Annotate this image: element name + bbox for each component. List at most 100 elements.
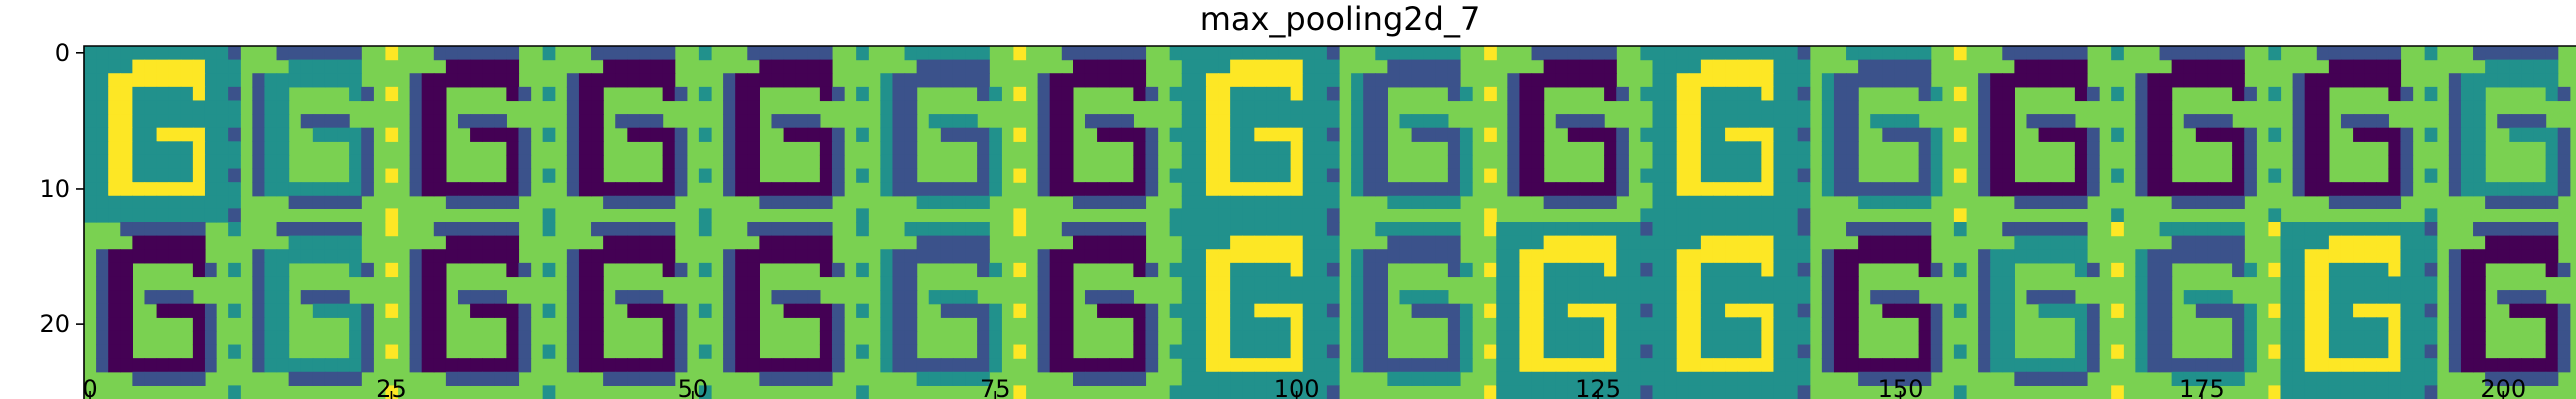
heatmap-cell xyxy=(2316,114,2330,129)
heatmap-cell xyxy=(662,249,676,264)
heatmap-cell xyxy=(2268,303,2282,318)
heatmap-cell xyxy=(2304,222,2318,237)
heatmap-cell xyxy=(288,371,302,386)
heatmap-cell xyxy=(2220,59,2233,74)
heatmap-cell xyxy=(2448,141,2462,156)
heatmap-cell xyxy=(1846,73,1859,88)
heatmap-cell xyxy=(2509,290,2523,305)
heatmap-cell xyxy=(1302,303,1316,318)
heatmap-cell xyxy=(1592,330,1605,346)
heatmap-cell xyxy=(2147,168,2161,183)
heatmap-cell xyxy=(1918,330,1932,346)
heatmap-cell xyxy=(1435,371,1449,386)
heatmap-cell xyxy=(1797,330,1811,346)
heatmap-cell xyxy=(759,358,773,373)
heatmap-cell xyxy=(1712,385,1726,399)
heatmap-cell xyxy=(1882,371,1896,386)
heatmap-cell xyxy=(627,114,641,129)
heatmap-cell xyxy=(1773,182,1787,197)
heatmap-cell xyxy=(2448,249,2462,264)
heatmap-cell xyxy=(831,86,845,102)
heatmap-cell xyxy=(252,182,266,197)
heatmap-cell xyxy=(361,168,374,183)
heatmap-cell xyxy=(156,46,170,61)
heatmap-cell xyxy=(433,154,447,170)
heatmap-cell xyxy=(2014,182,2028,197)
heatmap-cell xyxy=(132,249,146,264)
heatmap-cell xyxy=(1676,344,1690,359)
heatmap-cell xyxy=(1797,195,1811,209)
heatmap-cell xyxy=(2364,182,2377,197)
heatmap-cell xyxy=(2388,276,2402,291)
heatmap-cell xyxy=(1049,276,1063,291)
heatmap-cell xyxy=(1676,222,1690,237)
heatmap-cell xyxy=(662,182,676,197)
heatmap-cell xyxy=(615,195,628,209)
heatmap-cell xyxy=(2473,168,2486,183)
heatmap-cell xyxy=(1761,276,1775,291)
heatmap-cell xyxy=(1579,371,1593,386)
heatmap-cell xyxy=(204,168,217,183)
heatmap-cell xyxy=(96,168,109,183)
heatmap-cell xyxy=(650,59,664,74)
heatmap-cell xyxy=(132,59,146,74)
heatmap-cell xyxy=(977,59,990,74)
heatmap-cell xyxy=(2183,46,2197,61)
heatmap-cell xyxy=(1712,195,1726,209)
heatmap-cell xyxy=(2304,262,2318,278)
heatmap-cell xyxy=(1990,154,2003,170)
heatmap-cell xyxy=(2244,330,2257,346)
heatmap-cell xyxy=(1084,358,1098,373)
heatmap-cell xyxy=(1218,371,1231,386)
heatmap-cell xyxy=(1302,195,1316,209)
heatmap-cell xyxy=(1363,127,1376,142)
heatmap-cell xyxy=(2497,182,2510,197)
heatmap-cell xyxy=(2460,276,2474,291)
heatmap-cell xyxy=(2086,344,2100,359)
heatmap-cell xyxy=(1700,249,1714,264)
heatmap-cell xyxy=(1205,46,1219,61)
heatmap-cell xyxy=(1906,303,1920,318)
heatmap-cell xyxy=(1640,46,1654,61)
heatmap-cell xyxy=(204,114,217,129)
heatmap-cell xyxy=(2545,182,2559,197)
heatmap-cell xyxy=(120,73,133,88)
heatmap-cell xyxy=(2328,59,2342,74)
heatmap-cell xyxy=(1254,86,1268,102)
heatmap-cell xyxy=(2292,344,2306,359)
heatmap-cell xyxy=(1676,290,1690,305)
heatmap-cell xyxy=(2171,222,2185,237)
heatmap-cell xyxy=(965,235,978,250)
heatmap-cell xyxy=(1953,208,1967,223)
heatmap-cell xyxy=(1930,317,1943,332)
heatmap-cell xyxy=(1496,317,1508,332)
heatmap-cell xyxy=(1652,371,1666,386)
heatmap-cell xyxy=(228,262,241,278)
heatmap-cell xyxy=(2545,303,2559,318)
heatmap-cell xyxy=(1145,317,1159,332)
heatmap-cell xyxy=(892,141,906,156)
heatmap-cell xyxy=(1894,222,1908,237)
heatmap-cell xyxy=(1484,127,1497,142)
heatmap-cell xyxy=(1567,46,1581,61)
heatmap-cell xyxy=(192,195,206,209)
heatmap-cell xyxy=(2111,86,2124,102)
heatmap-cell xyxy=(1507,182,1521,197)
heatmap-cell xyxy=(1821,290,1835,305)
heatmap-cell xyxy=(1519,222,1533,237)
heatmap-cell xyxy=(506,303,520,318)
heatmap-cell xyxy=(96,100,109,115)
x-tick-label: 75 xyxy=(980,375,1011,399)
heatmap-cell xyxy=(1737,358,1750,373)
heatmap-cell xyxy=(904,330,918,346)
heatmap-cell xyxy=(1616,168,1629,183)
heatmap-cell xyxy=(264,154,278,170)
heatmap-cell xyxy=(1918,86,1932,102)
heatmap-cell xyxy=(650,358,664,373)
heatmap-cell xyxy=(1314,249,1328,264)
heatmap-cell xyxy=(2533,182,2547,197)
heatmap-cell xyxy=(1278,195,1292,209)
heatmap-cell xyxy=(1290,114,1304,129)
heatmap-cell xyxy=(735,344,748,359)
heatmap-cell xyxy=(228,182,241,197)
